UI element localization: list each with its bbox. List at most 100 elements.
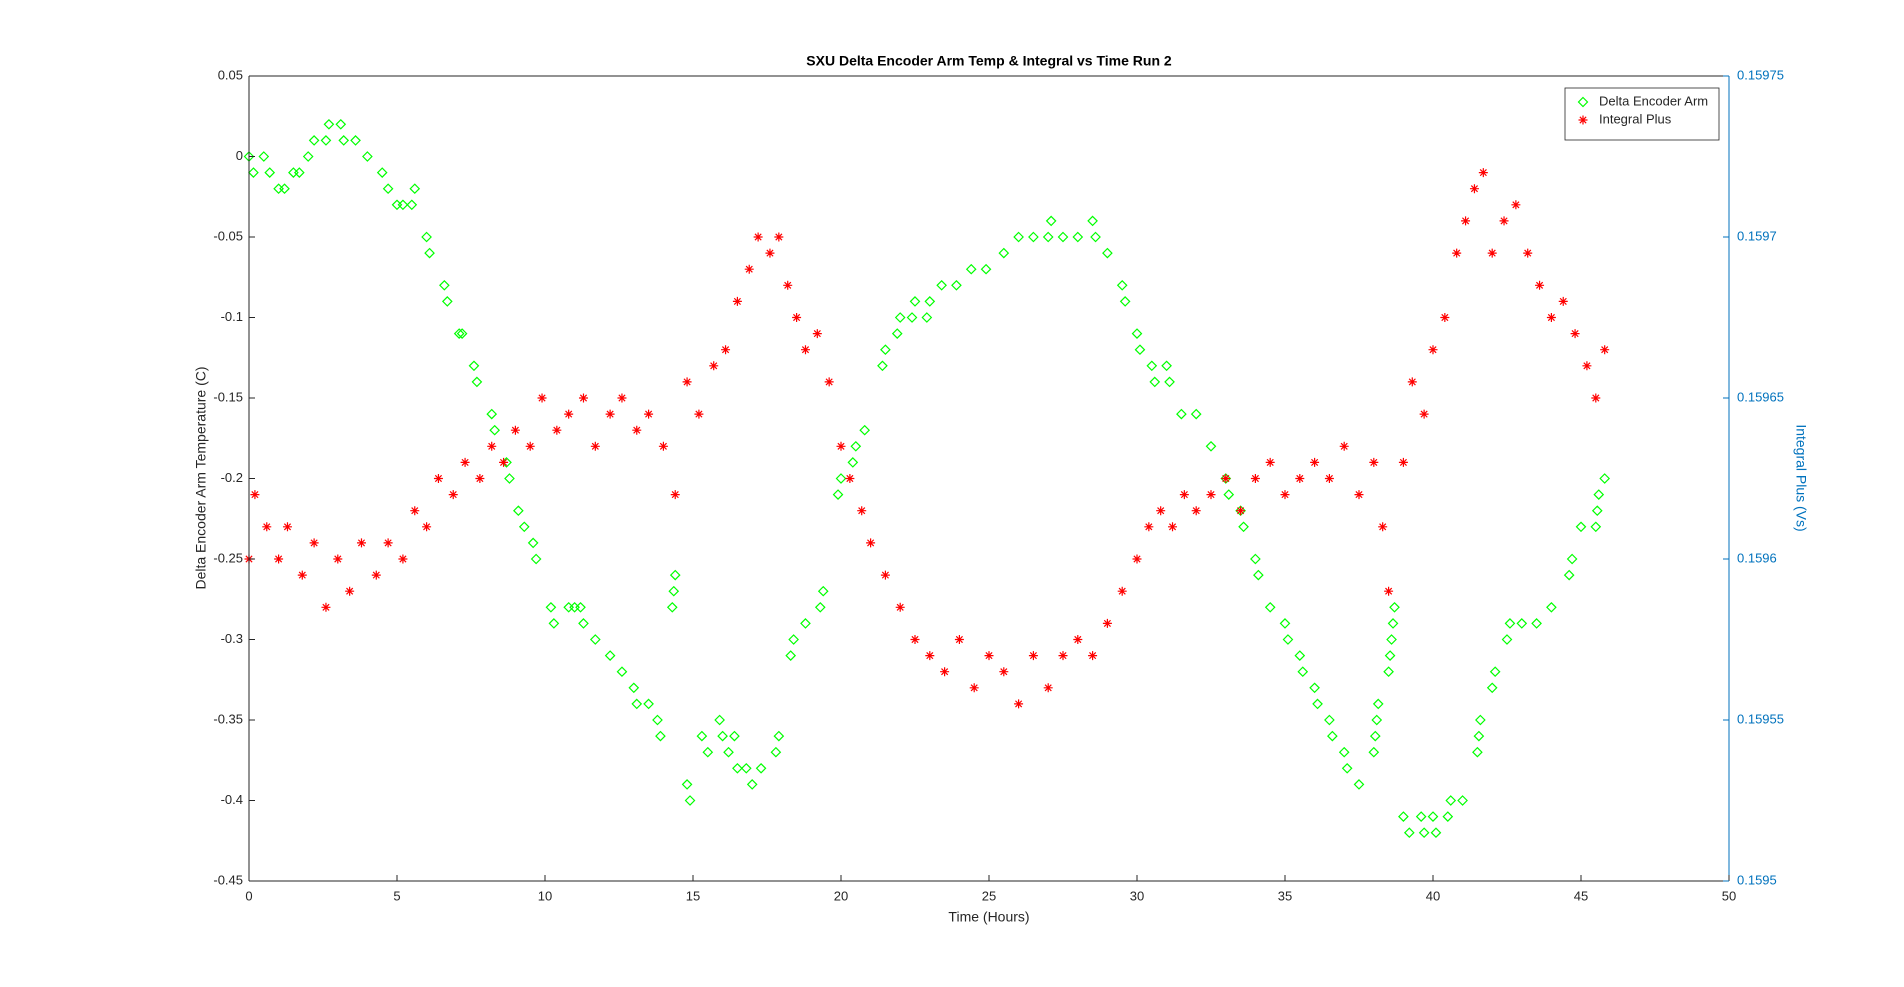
asterisk-marker: [1499, 216, 1509, 226]
diamond-marker: [785, 650, 797, 661]
diamond-marker: [1591, 505, 1603, 517]
asterisk-marker: [1600, 345, 1610, 355]
asterisk-marker: [1179, 490, 1189, 500]
asterisk-marker: [1073, 635, 1083, 644]
asterisk-marker: [1452, 248, 1462, 258]
diamond-marker: [951, 279, 962, 291]
diamond-marker: [1386, 634, 1397, 645]
asterisk-marker: [510, 425, 520, 435]
diamond-marker: [1312, 698, 1323, 710]
asterisk-marker: [297, 570, 307, 580]
asterisk-marker: [753, 232, 763, 242]
diamond-marker: [504, 473, 515, 484]
diamond-marker: [604, 650, 616, 661]
asterisk-marker: [537, 393, 547, 403]
diamond-marker: [1223, 489, 1235, 500]
asterisk-marker: [356, 538, 366, 548]
diamond-marker: [409, 183, 421, 195]
diamond-marker: [1119, 296, 1131, 307]
diamond-marker: [877, 360, 888, 372]
diamond-marker: [891, 328, 903, 339]
diamond-marker: [880, 344, 891, 356]
x-tick-label: 20: [834, 888, 848, 903]
asterisk-marker: [1168, 522, 1178, 532]
diamond-marker: [1590, 521, 1602, 533]
asterisk-marker: [1250, 474, 1260, 483]
diamond-marker: [1327, 730, 1338, 742]
asterisk-marker: [262, 522, 272, 532]
diamond-marker: [770, 746, 782, 758]
asterisk-marker: [1043, 683, 1053, 693]
asterisk-marker: [1419, 409, 1429, 419]
asterisk-marker: [999, 667, 1009, 677]
y2-tick-label: 0.15955: [1737, 711, 1784, 726]
asterisk-marker: [1280, 490, 1290, 500]
asterisk-marker: [448, 490, 458, 500]
diamond-marker: [1473, 730, 1485, 742]
asterisk-marker: [765, 248, 775, 258]
diamond-marker: [350, 135, 361, 146]
asterisk-marker: [345, 586, 355, 596]
diamond-marker: [894, 312, 906, 323]
diamond-marker: [471, 376, 483, 388]
diamond-marker: [1190, 408, 1202, 420]
asterisk-marker: [1156, 506, 1166, 516]
diamond-marker: [406, 199, 418, 211]
diamond-marker: [421, 231, 432, 243]
diamond-marker: [1338, 746, 1350, 758]
asterisk-marker: [564, 409, 574, 419]
diamond-marker: [1372, 698, 1384, 710]
asterisk-marker: [605, 409, 615, 419]
asterisk-marker: [910, 635, 920, 644]
diamond-marker: [518, 521, 530, 533]
asterisk-marker: [694, 409, 704, 419]
diamond-marker: [1309, 682, 1320, 694]
diamond-marker: [1415, 811, 1427, 822]
y-tick-label: -0.35: [213, 711, 243, 726]
diamond-marker: [1384, 650, 1396, 661]
diamond-marker: [456, 328, 468, 339]
diamond-marker: [668, 585, 680, 597]
diamond-marker: [1294, 650, 1306, 661]
diamond-marker: [1418, 827, 1430, 839]
asterisk-marker: [552, 425, 562, 435]
diamond-marker: [965, 263, 977, 275]
diamond-marker: [1516, 618, 1528, 629]
diamond-marker: [1486, 682, 1498, 694]
diamond-marker: [575, 601, 586, 613]
diamond-marker: [936, 279, 947, 291]
asterisk-marker: [1523, 248, 1533, 258]
x-tick-label: 5: [393, 888, 400, 903]
diamond-marker: [1389, 601, 1400, 613]
y2-tick-label: 0.1597: [1737, 228, 1777, 243]
asterisk-marker: [658, 441, 668, 451]
asterisk-marker: [371, 570, 381, 580]
chart-title: SXU Delta Encoder Arm Temp & Integral vs…: [806, 53, 1172, 69]
diamond-marker: [1353, 779, 1365, 790]
diamond-marker: [335, 118, 347, 130]
diamond-marker: [1475, 714, 1486, 726]
diamond-marker: [832, 489, 844, 500]
asterisk-marker: [866, 538, 876, 548]
asterisk-marker: [783, 280, 793, 290]
x-tick-label: 25: [982, 888, 996, 903]
asterisk-marker: [460, 457, 470, 467]
diamond-marker: [847, 457, 859, 468]
asterisk-marker: [1487, 248, 1497, 258]
asterisk-marker: [1028, 651, 1038, 661]
y-tick-label: -0.2: [221, 470, 243, 485]
asterisk-marker: [1440, 313, 1450, 322]
diamond-marker: [530, 553, 542, 565]
asterisk-marker: [845, 474, 855, 483]
asterisk-marker: [398, 554, 408, 564]
asterisk-marker: [857, 506, 867, 516]
asterisk-marker: [954, 635, 964, 644]
diamond-marker: [1102, 247, 1113, 259]
asterisk-marker: [969, 683, 979, 693]
diamond-marker: [1371, 714, 1383, 726]
diamond-marker: [998, 247, 1010, 259]
asterisk-marker: [1546, 313, 1556, 322]
diamond-marker: [453, 328, 465, 339]
